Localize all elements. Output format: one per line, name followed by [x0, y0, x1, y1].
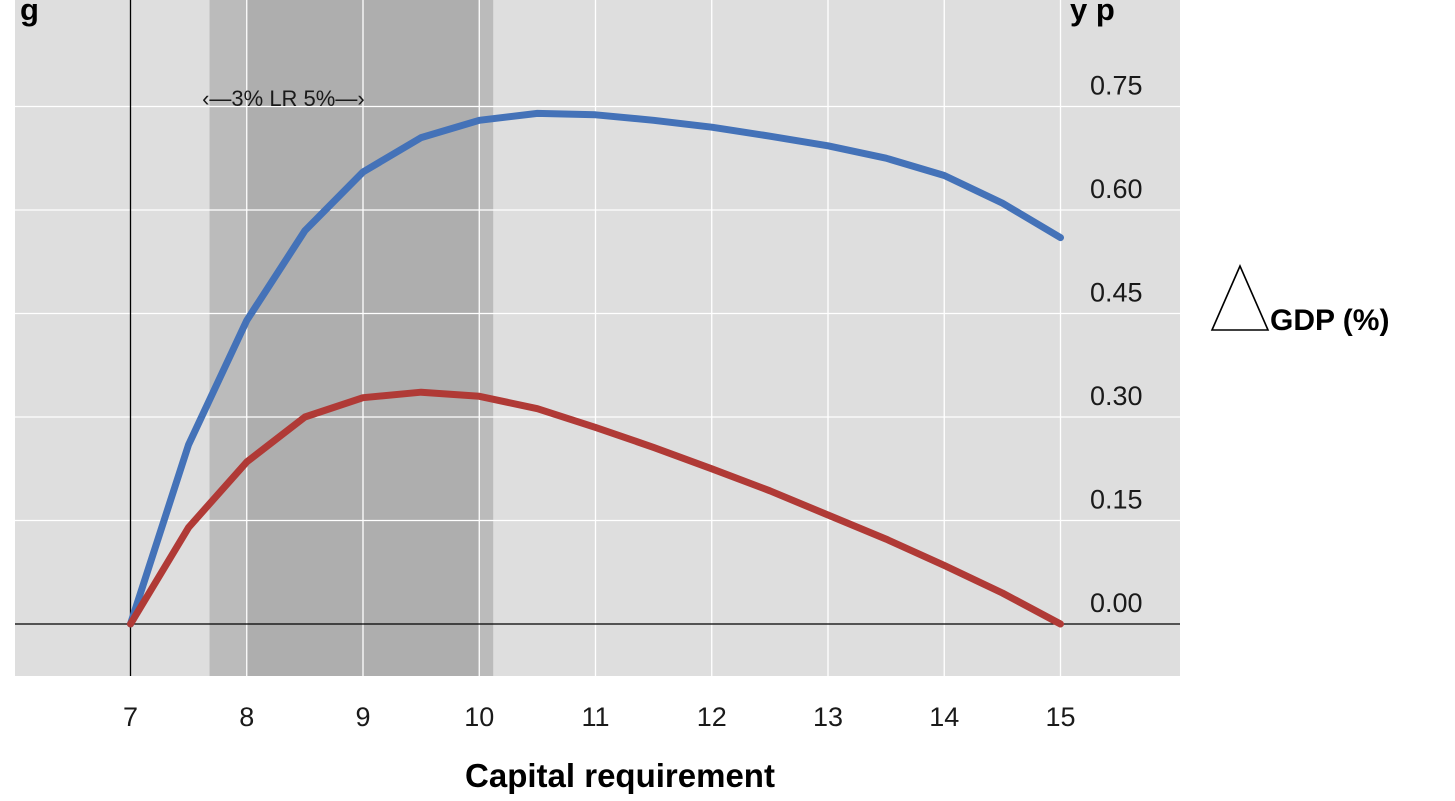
- series-2-point: [1058, 621, 1063, 627]
- series-1-point: [941, 173, 947, 178]
- series-1-point: [593, 112, 598, 118]
- x-tick-label: 13: [813, 702, 843, 732]
- series-2-point: [244, 459, 250, 465]
- x-tick-label: 12: [697, 702, 727, 732]
- y-tick-label: 0.00: [1090, 588, 1143, 618]
- y-tick-label: 0.75: [1090, 71, 1143, 101]
- y-tick-label: 0.45: [1090, 278, 1143, 308]
- series-2-point: [418, 389, 424, 395]
- series-1-point: [244, 317, 250, 323]
- y-tick-label: 0.30: [1090, 381, 1143, 411]
- title-fragment-left: g: [20, 0, 39, 27]
- series-2-point: [999, 590, 1005, 596]
- x-tick-label: 7: [123, 702, 138, 732]
- series-1-point: [651, 117, 657, 123]
- x-axis-label: Capital requirement: [465, 757, 775, 794]
- x-tick-label: 14: [929, 702, 959, 732]
- y-tick-label: 0.60: [1090, 174, 1143, 204]
- series-2-point: [593, 424, 598, 430]
- series-1-point: [476, 117, 482, 123]
- series-1-point: [360, 169, 366, 175]
- series-1-point: [186, 442, 192, 448]
- series-1-point: [767, 133, 773, 139]
- plot-background: [15, 0, 1180, 676]
- y-tick-label: 0.15: [1090, 485, 1143, 515]
- series-2-point: [128, 621, 133, 627]
- series-1-point: [883, 155, 889, 161]
- x-tick-label: 9: [355, 702, 370, 732]
- series-2-point: [476, 393, 482, 399]
- series-1-point: [534, 110, 540, 116]
- tick-labels: 7 8 9 10 11 12 13 14 15 0.75 0.60 0.45 0.30 0.15 0.00: [123, 71, 1143, 733]
- delta-triangle-icon: [1210, 264, 1270, 331]
- series-2-point: [883, 536, 889, 542]
- series-2-point: [302, 414, 308, 420]
- x-tick-label: 11: [581, 702, 609, 732]
- x-tick-label: 10: [464, 702, 494, 732]
- series-2-point: [941, 562, 947, 568]
- y-axis-label: GDP (%): [1270, 304, 1389, 337]
- title-fragment-right: y p: [1070, 0, 1115, 27]
- x-tick-label: 15: [1045, 702, 1075, 732]
- x-tick-label: 8: [239, 702, 254, 732]
- series-2-point: [186, 524, 192, 530]
- series-2-point: [360, 395, 366, 401]
- series-lines: [127, 109, 1064, 628]
- series-2-point: [825, 512, 831, 518]
- series-1-point: [418, 135, 424, 141]
- series-1-point: [825, 143, 831, 149]
- series-2-point: [534, 406, 540, 412]
- series-2-point: [767, 488, 773, 494]
- shaded-band-label: ‹—3% LR 5%—›: [202, 86, 365, 111]
- series-1-point: [1058, 235, 1063, 241]
- series-2-point: [709, 466, 715, 472]
- series-1-point: [999, 200, 1005, 206]
- series-2-point: [651, 444, 657, 450]
- series-1-point: [302, 228, 308, 234]
- series-1-point: [709, 124, 715, 130]
